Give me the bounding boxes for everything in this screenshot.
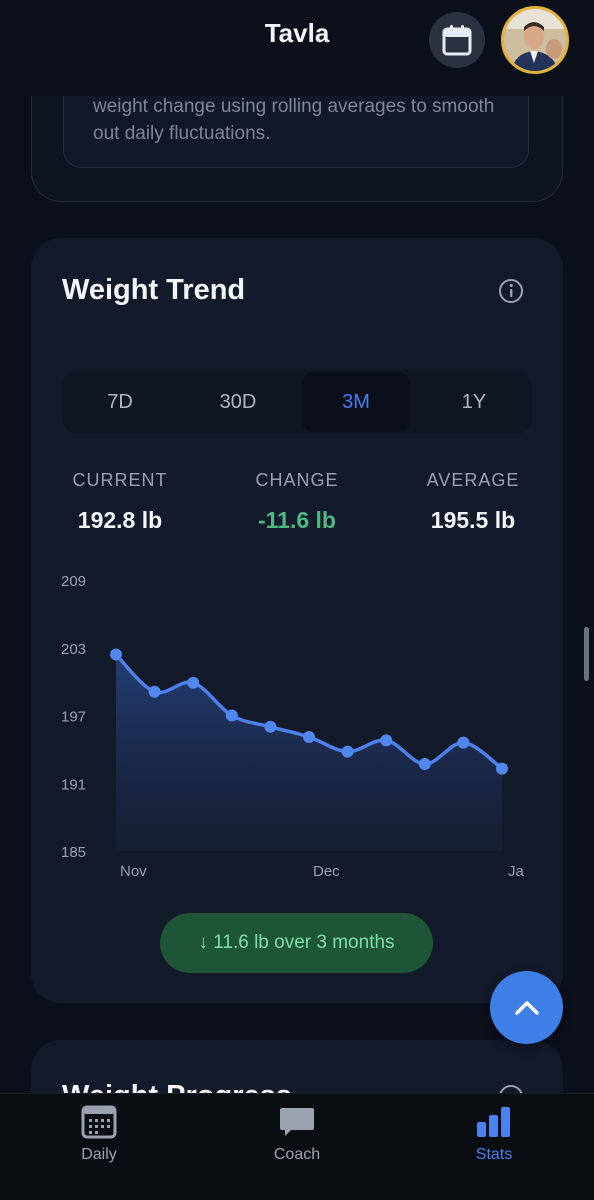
range-tab-3m[interactable]: 3M	[302, 372, 410, 432]
scrollbar[interactable]	[584, 627, 589, 681]
nav-daily[interactable]: Daily	[39, 1104, 159, 1164]
range-tab-7d[interactable]: 7D	[107, 390, 133, 413]
data-point[interactable]	[303, 730, 315, 743]
y-tick-label: 185	[61, 844, 86, 861]
range-tab-30d[interactable]: 30D	[219, 390, 257, 413]
data-point[interactable]	[148, 685, 161, 698]
trend-summary-pill: ↓ 11.6 lb over 3 months	[160, 913, 433, 973]
y-tick-label: 191	[61, 776, 86, 793]
stat-current: CURRENT 192.8 lb	[40, 470, 200, 534]
calendar-button[interactable]	[429, 12, 485, 68]
stat-current-value: 192.8 lb	[77, 507, 163, 533]
range-tab-1y[interactable]: 1Y	[461, 390, 487, 413]
nav-label-stats: Stats	[475, 1146, 513, 1163]
weight-trend-chart: 209 203 197 191 185 Nov Dec Ja	[61, 573, 525, 880]
data-point[interactable]	[225, 709, 238, 722]
stat-change: CHANGE -11.6 lb	[217, 470, 377, 534]
data-point[interactable]	[380, 734, 393, 747]
user-avatar[interactable]	[501, 6, 569, 74]
x-tick-label: Nov	[120, 863, 147, 880]
stat-change-label: CHANGE	[255, 470, 339, 490]
data-point[interactable]	[187, 676, 200, 689]
nav-label-coach: Coach	[273, 1146, 321, 1163]
chat-bubble-icon	[280, 1108, 314, 1136]
data-point[interactable]	[418, 758, 431, 771]
stat-average: AVERAGE 195.5 lb	[393, 470, 553, 534]
app-title: Tavla	[264, 18, 330, 48]
nav-coach[interactable]: Coach	[237, 1104, 357, 1164]
stat-current-label: CURRENT	[72, 470, 168, 490]
y-tick-label: 203	[61, 641, 86, 658]
data-point[interactable]	[264, 720, 277, 733]
stat-average-value: 195.5 lb	[430, 507, 516, 533]
stat-average-label: AVERAGE	[426, 470, 520, 490]
chevron-up-icon	[514, 1000, 539, 1015]
data-point[interactable]	[496, 762, 508, 775]
bar-chart-icon	[477, 1107, 510, 1137]
x-tick-label: Ja	[508, 863, 525, 880]
range-selector: 7D 30D 3M 1Y	[62, 370, 532, 434]
calendar-icon	[442, 25, 472, 56]
avatar-photo	[504, 9, 566, 71]
x-tick-label: Dec	[313, 863, 340, 880]
app-header: Tavla	[0, 0, 594, 96]
y-tick-label: 209	[61, 573, 86, 590]
info-card-text: weight change using rolling averages to …	[93, 96, 495, 144]
bottom-nav: Daily Coach Stats	[0, 1093, 594, 1200]
stat-change-value: -11.6 lb	[258, 507, 336, 533]
area-fill	[116, 654, 502, 851]
data-point[interactable]	[110, 648, 122, 661]
weight-trend-card: Weight Trend 7D 30D 3M 1Y CURRENT 192.8 …	[31, 238, 563, 1003]
y-tick-label: 197	[61, 709, 86, 726]
weight-trend-title: Weight Trend	[62, 274, 246, 306]
data-point[interactable]	[341, 745, 354, 758]
info-icon[interactable]	[498, 278, 524, 304]
calendar-grid-icon	[81, 1105, 117, 1139]
data-point[interactable]	[457, 736, 470, 749]
nav-label-daily: Daily	[81, 1146, 117, 1163]
nav-stats[interactable]: Stats	[434, 1104, 554, 1164]
scroll-top-button[interactable]	[490, 971, 563, 1044]
